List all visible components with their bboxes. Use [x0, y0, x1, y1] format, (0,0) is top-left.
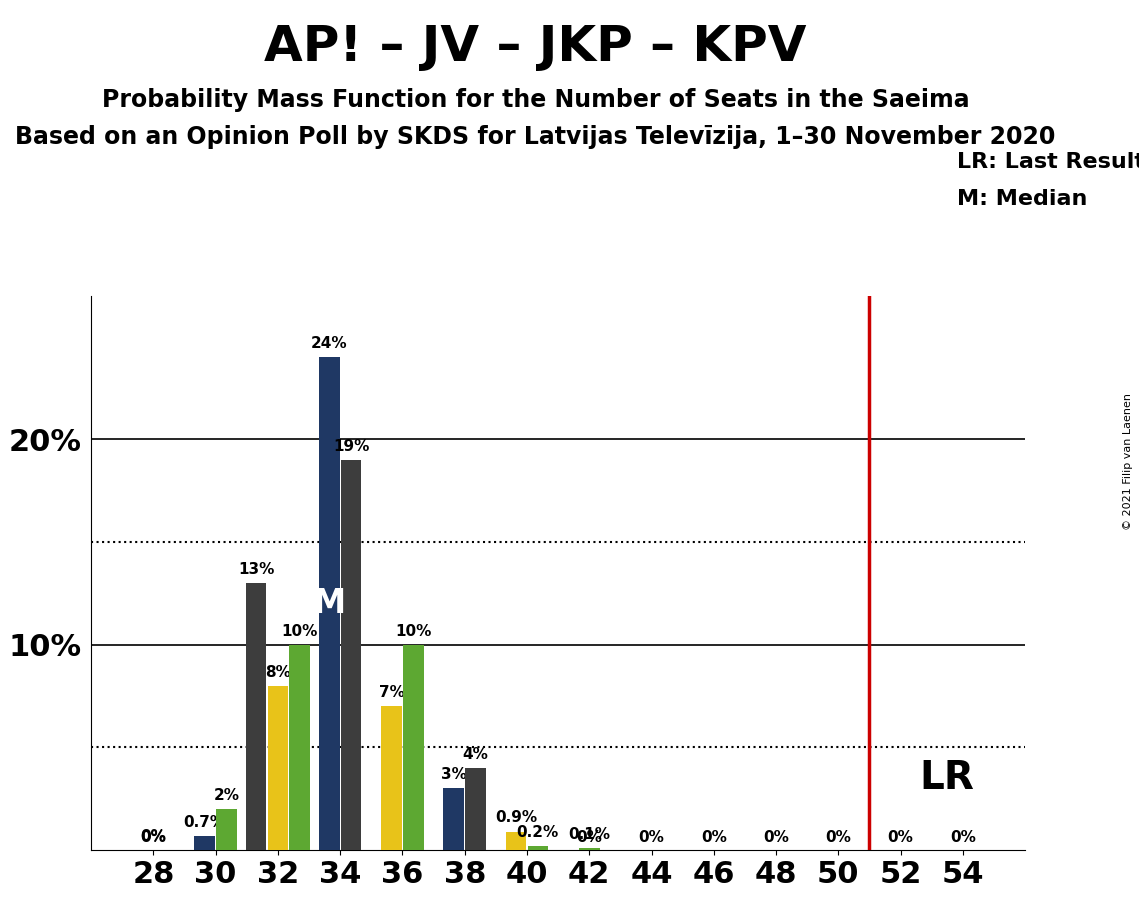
Bar	[443, 788, 465, 850]
Text: 4%: 4%	[462, 747, 489, 761]
Text: 0%: 0%	[576, 830, 603, 845]
Bar	[403, 645, 424, 850]
Bar	[195, 835, 215, 850]
Text: 2%: 2%	[213, 788, 239, 803]
Text: 0%: 0%	[826, 830, 851, 845]
Text: LR: Last Result: LR: Last Result	[957, 152, 1139, 173]
Bar	[465, 768, 486, 850]
Text: LR: LR	[920, 760, 975, 797]
Text: 0%: 0%	[140, 829, 166, 844]
Bar	[289, 645, 310, 850]
Bar	[579, 848, 599, 850]
Text: Probability Mass Function for the Number of Seats in the Saeima: Probability Mass Function for the Number…	[101, 88, 969, 112]
Text: 0%: 0%	[887, 830, 913, 845]
Text: 0.9%: 0.9%	[495, 810, 538, 825]
Bar	[268, 686, 288, 850]
Text: 19%: 19%	[333, 439, 369, 454]
Bar	[319, 358, 339, 850]
Text: 0%: 0%	[639, 830, 664, 845]
Text: 13%: 13%	[238, 562, 274, 577]
Text: © 2021 Filip van Laenen: © 2021 Filip van Laenen	[1123, 394, 1133, 530]
Text: 0%: 0%	[950, 830, 976, 845]
Text: 0.1%: 0.1%	[568, 827, 611, 842]
Text: 10%: 10%	[281, 624, 318, 638]
Text: 7%: 7%	[378, 686, 404, 700]
Bar	[246, 583, 267, 850]
Text: Based on an Opinion Poll by SKDS for Latvijas Televīzija, 1–30 November 2020: Based on an Opinion Poll by SKDS for Lat…	[15, 125, 1056, 149]
Text: M: Median: M: Median	[957, 189, 1087, 210]
Bar	[216, 809, 237, 850]
Text: M: M	[313, 587, 346, 620]
Text: 24%: 24%	[311, 336, 347, 351]
Text: 10%: 10%	[395, 624, 432, 638]
Text: 0.7%: 0.7%	[183, 815, 226, 830]
Bar	[341, 460, 361, 850]
Bar	[382, 706, 402, 850]
Text: 3%: 3%	[441, 767, 467, 783]
Text: 0%: 0%	[140, 830, 166, 845]
Text: 8%: 8%	[265, 664, 290, 680]
Text: 0%: 0%	[763, 830, 789, 845]
Text: 0.2%: 0.2%	[517, 825, 559, 840]
Text: 0%: 0%	[700, 830, 727, 845]
Bar	[506, 832, 526, 850]
Bar	[527, 846, 548, 850]
Text: AP! – JV – JKP – KPV: AP! – JV – JKP – KPV	[264, 23, 806, 71]
